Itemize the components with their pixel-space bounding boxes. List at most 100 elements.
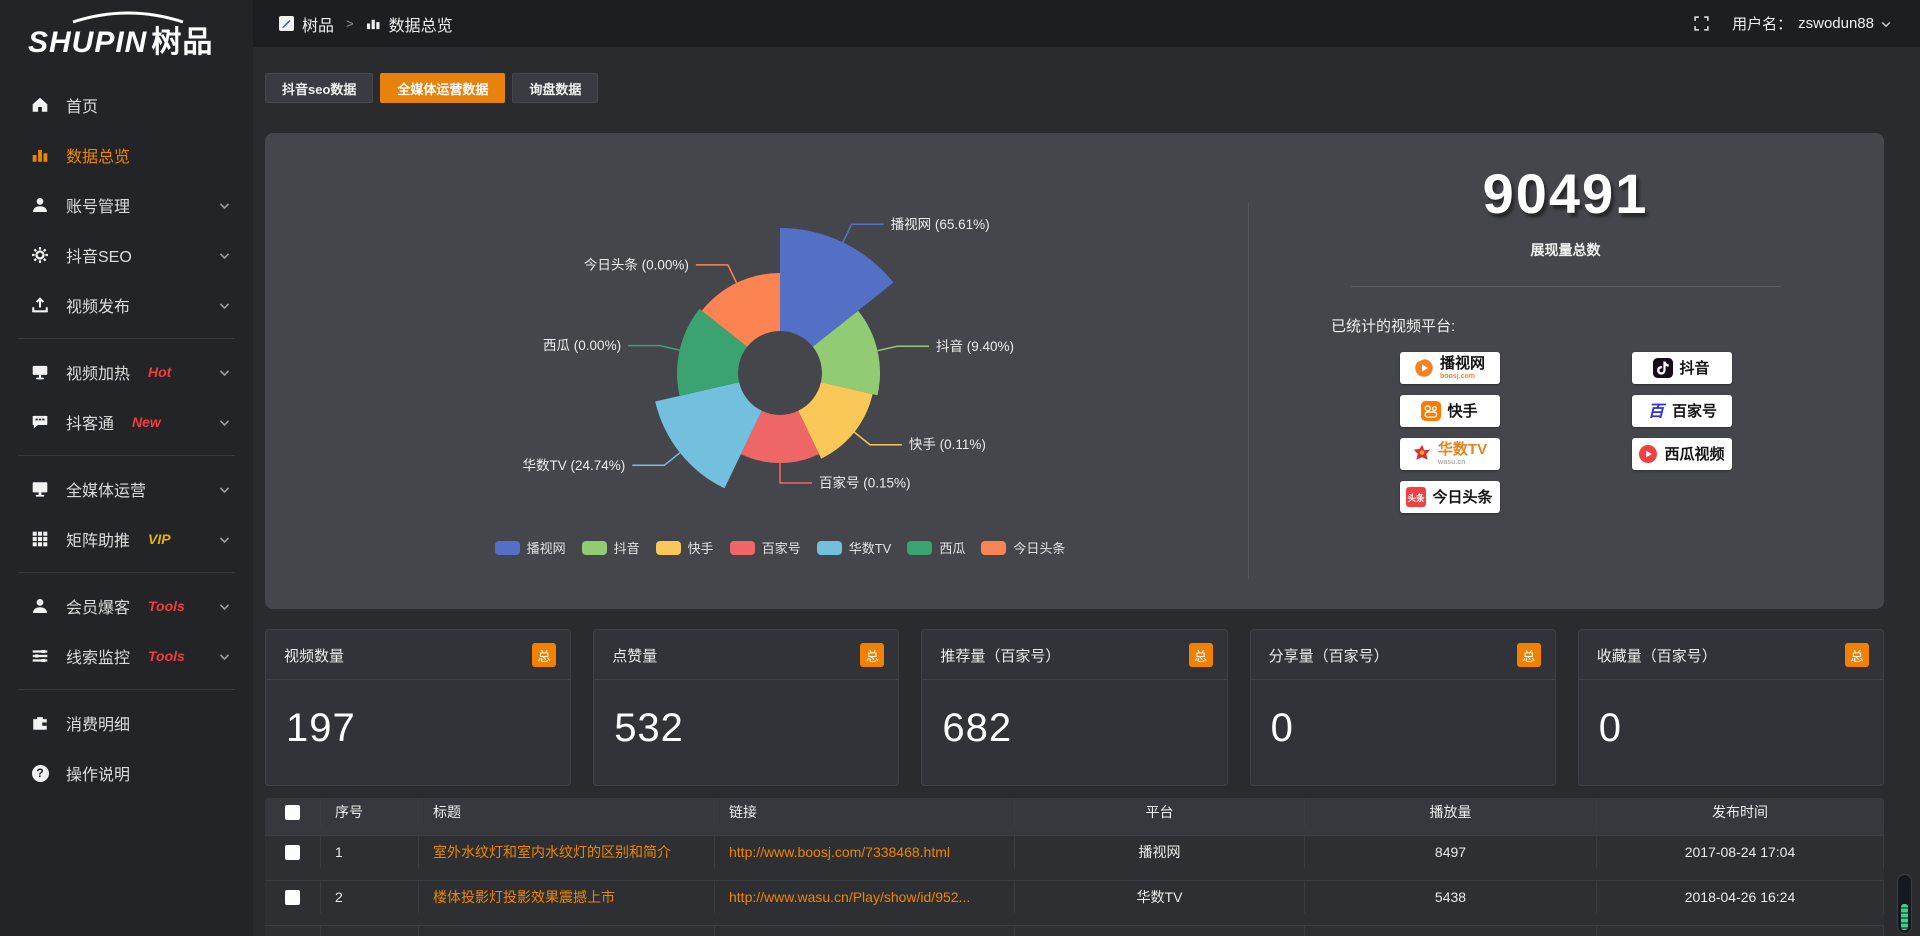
row-checkbox[interactable] xyxy=(285,844,300,860)
pie-slice-今日头条[interactable] xyxy=(701,273,780,347)
table-row-2: 2 楼体投影灯投影效果震撼上市 http://www.wasu.cn/Play/sh… xyxy=(265,881,1884,926)
chevron-down-icon xyxy=(218,650,231,663)
chevron-down-icon xyxy=(218,299,231,312)
chevron-down-icon xyxy=(1881,21,1891,27)
sidebar-divider xyxy=(18,572,235,573)
legend-item-西瓜[interactable]: 西瓜 xyxy=(907,538,965,557)
cell-title[interactable]: 楼体投影灯投影效果震撼上市 xyxy=(419,881,715,913)
sidebar-item-badge: Tools xyxy=(148,648,185,664)
platform-name: 今日头条 xyxy=(1432,488,1493,506)
question-icon: ? xyxy=(31,764,49,782)
select-all-checkbox[interactable] xyxy=(285,804,300,820)
sidebar-item-8[interactable]: 全媒体运营 xyxy=(0,464,253,514)
pie-label-line xyxy=(779,463,812,484)
total-impressions-value: 90491 xyxy=(1482,162,1649,225)
chevron-down-icon xyxy=(218,483,231,496)
user-menu[interactable]: 用户名： zswodun88 xyxy=(1732,13,1892,34)
pie-slice-播视网[interactable] xyxy=(780,228,894,347)
legend-item-快手[interactable]: 快手 xyxy=(655,538,714,557)
table-header-row: 序号 标题 链接 平台 播放量 发布时间 xyxy=(265,798,1884,836)
sidebar-item-13[interactable]: ? 操作说明 xyxy=(0,748,253,798)
tab-2[interactable]: 全媒体运营数据 xyxy=(380,73,506,103)
table-row-partial xyxy=(265,926,1884,936)
stat-card-title: 推荐量（百家号） xyxy=(940,647,1061,665)
cell-empty xyxy=(265,926,321,936)
pie-label: 今日头条 (0.00%) xyxy=(584,256,689,272)
sidebar-item-4[interactable]: 抖音SEO xyxy=(0,230,253,280)
sidebar-divider xyxy=(18,455,235,456)
stat-card-4: 分享量（百家号） 总 0 xyxy=(1249,629,1556,786)
stat-card-badge: 总 xyxy=(1188,643,1213,667)
sidebar-item-1[interactable]: 首页 xyxy=(0,80,253,130)
platform-logo-icon xyxy=(1638,444,1658,464)
question-icon: ? xyxy=(30,763,50,783)
pie-label: 快手 (0.11%) xyxy=(909,437,986,452)
pie-slice-抖音[interactable] xyxy=(812,310,881,396)
sidebar-item-badge: Tools xyxy=(148,598,185,614)
stat-card-value: 0 xyxy=(1270,706,1294,750)
platforms-label: 已统计的视频平台: xyxy=(1331,318,1456,335)
sidebar-divider xyxy=(18,338,235,339)
cell-link[interactable]: http://www.wasu.cn/Play/show/id/952... xyxy=(715,881,1015,913)
cell-title[interactable]: 室外水纹灯和室内水纹灯的区别和简介 xyxy=(419,836,715,868)
breadcrumb-item-current[interactable]: 数据总览 xyxy=(388,17,453,35)
fullscreen-icon[interactable] xyxy=(1693,15,1710,32)
platform-logo-icon xyxy=(1653,358,1674,378)
cell-seq: 2 xyxy=(321,881,419,913)
stat-card-badge: 总 xyxy=(860,643,885,667)
stat-card-badge: 总 xyxy=(1516,643,1541,667)
sidebar-item-7[interactable]: 抖客通 New xyxy=(0,397,253,447)
legend-swatch xyxy=(981,540,1007,555)
sidebar-item-badge: Hot xyxy=(148,364,172,380)
chevron-down-icon xyxy=(218,366,231,379)
legend-item-抖音[interactable]: 抖音 xyxy=(581,538,640,557)
stat-card-header: 点赞量 总 xyxy=(594,630,899,680)
pie-slice-华数TV[interactable] xyxy=(655,382,762,489)
tab-3[interactable]: 询盘数据 xyxy=(512,73,599,103)
pie-slice-百家号[interactable] xyxy=(741,410,819,463)
stat-card-title: 收藏量（百家号） xyxy=(1596,647,1717,665)
svg-text:百: 百 xyxy=(1648,404,1666,421)
platform-name: 百家号 xyxy=(1671,402,1717,420)
stat-card-value: 197 xyxy=(286,706,356,750)
sidebar-item-12[interactable]: 消费明细 xyxy=(0,698,253,748)
legend-label: 华数TV xyxy=(848,541,892,556)
sidebar-item-9[interactable]: 矩阵助推 VIP xyxy=(0,514,253,564)
mini-scrollbar[interactable] xyxy=(1897,874,1912,934)
platform-badge-grid: 播视网 boosj.com 快手 华数TV wasu.cn 头条 今日头条 抖音百百家号 西瓜视… xyxy=(1275,352,1856,513)
sidebar-item-10[interactable]: 会员爆客 Tools xyxy=(0,581,253,631)
sidebar-item-badge: VIP xyxy=(148,531,171,547)
total-impressions-label: 展现量总数 xyxy=(1530,242,1601,258)
legend-swatch xyxy=(494,540,520,555)
platform-logo-icon xyxy=(1412,444,1432,464)
legend-item-今日头条[interactable]: 今日头条 xyxy=(981,538,1065,557)
pie-slice-西瓜[interactable] xyxy=(677,308,748,396)
sidebar-item-label: 视频加热 xyxy=(66,366,131,383)
chevron-down-icon xyxy=(218,533,231,546)
wallet-icon xyxy=(30,713,50,733)
pie-label: 播视网 (65.61%) xyxy=(891,217,990,232)
mini-scrollbar-thumb[interactable] xyxy=(1901,904,1908,930)
stat-card-3: 推荐量（百家号） 总 682 xyxy=(921,629,1228,786)
sidebar-nav: 首页 数据总览 账号管理 抖音SEO 视频发布视频加热 Hot 抖客通 New 全媒体运营 矩阵助… xyxy=(0,80,253,798)
stat-card-value: 532 xyxy=(614,706,684,750)
legend-item-播视网[interactable]: 播视网 xyxy=(494,538,566,557)
sidebar-item-label: 消费明细 xyxy=(66,717,131,734)
summary-divider xyxy=(1350,286,1781,287)
cell-link[interactable]: http://www.boosj.com/7338468.html xyxy=(715,836,1015,868)
sidebar-item-11[interactable]: 线索监控 Tools xyxy=(0,631,253,681)
sidebar-item-3[interactable]: 账号管理 xyxy=(0,180,253,230)
row-checkbox[interactable] xyxy=(285,889,300,905)
legend-item-华数TV[interactable]: 华数TV xyxy=(816,538,892,557)
stat-card-badge: 总 xyxy=(532,643,557,667)
cell-time: 2018-04-26 16:24 xyxy=(1597,881,1884,913)
sidebar-item-5[interactable]: 视频发布 xyxy=(0,280,253,330)
sidebar-item-2[interactable]: 数据总览 xyxy=(0,130,253,180)
breadcrumb-item-home[interactable]: 树品 xyxy=(302,17,335,35)
sidebar-item-label: 线索监控 xyxy=(66,650,131,667)
pie-slice-快手[interactable] xyxy=(798,382,873,459)
sidebar-item-6[interactable]: 视频加热 Hot xyxy=(0,347,253,397)
pie-label-line xyxy=(842,223,884,243)
tab-1[interactable]: 抖音seo数据 xyxy=(265,73,374,103)
legend-item-百家号[interactable]: 百家号 xyxy=(729,538,801,557)
